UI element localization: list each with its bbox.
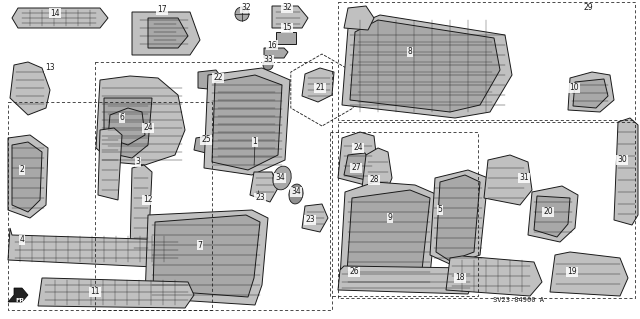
Polygon shape [573, 79, 608, 108]
Text: 31: 31 [519, 174, 529, 182]
Text: 32: 32 [282, 4, 292, 12]
Text: 28: 28 [369, 175, 379, 184]
Polygon shape [347, 190, 430, 284]
Text: 22: 22 [213, 73, 223, 83]
Ellipse shape [273, 166, 291, 190]
Polygon shape [12, 8, 108, 28]
Polygon shape [342, 15, 512, 118]
Text: 24: 24 [143, 123, 153, 132]
Text: 8: 8 [408, 48, 412, 56]
Polygon shape [148, 18, 188, 48]
Polygon shape [430, 170, 488, 265]
Text: 21: 21 [316, 84, 324, 93]
Polygon shape [534, 196, 570, 237]
Polygon shape [132, 12, 200, 55]
Text: 14: 14 [50, 9, 60, 18]
Text: 20: 20 [543, 207, 553, 217]
Text: 25: 25 [201, 136, 211, 145]
Text: 34: 34 [275, 174, 285, 182]
Polygon shape [264, 48, 288, 58]
Text: 10: 10 [569, 84, 579, 93]
Text: 23: 23 [305, 216, 315, 225]
Text: 13: 13 [45, 63, 55, 72]
Polygon shape [344, 153, 372, 180]
Polygon shape [212, 75, 282, 170]
Text: 26: 26 [349, 268, 359, 277]
Text: 24: 24 [353, 144, 363, 152]
Text: 18: 18 [455, 273, 465, 283]
Text: 11: 11 [90, 287, 100, 296]
Polygon shape [8, 228, 182, 268]
Polygon shape [338, 132, 378, 185]
Polygon shape [10, 62, 50, 115]
Text: 4: 4 [20, 235, 24, 244]
Polygon shape [153, 215, 260, 297]
Polygon shape [614, 118, 638, 225]
Polygon shape [362, 148, 392, 195]
Text: 19: 19 [567, 268, 577, 277]
Polygon shape [108, 108, 145, 145]
Polygon shape [8, 135, 48, 218]
Text: 2: 2 [20, 166, 24, 174]
Polygon shape [291, 54, 353, 126]
Text: 16: 16 [267, 41, 277, 49]
Polygon shape [340, 182, 438, 290]
Text: 6: 6 [120, 114, 124, 122]
Polygon shape [250, 172, 278, 202]
Polygon shape [8, 288, 28, 302]
Text: 15: 15 [282, 24, 292, 33]
Polygon shape [528, 186, 578, 242]
Polygon shape [12, 142, 42, 212]
Text: 17: 17 [157, 5, 167, 14]
Text: 9: 9 [388, 213, 392, 222]
Polygon shape [204, 68, 290, 175]
Polygon shape [272, 6, 308, 28]
Polygon shape [98, 128, 122, 200]
Text: 23: 23 [255, 194, 265, 203]
Polygon shape [568, 72, 614, 112]
Text: SV23-84900 A: SV23-84900 A [493, 297, 544, 303]
Text: 32: 32 [241, 4, 251, 12]
Polygon shape [446, 256, 542, 296]
Text: 27: 27 [351, 164, 361, 173]
Polygon shape [104, 98, 152, 158]
Polygon shape [350, 20, 500, 112]
Polygon shape [198, 70, 222, 90]
Polygon shape [302, 204, 328, 232]
Text: FR.: FR. [15, 299, 27, 303]
Polygon shape [145, 210, 268, 305]
Text: 30: 30 [617, 155, 627, 165]
Text: 29: 29 [583, 4, 593, 12]
Polygon shape [436, 175, 480, 261]
Polygon shape [302, 68, 334, 102]
Polygon shape [276, 32, 296, 44]
Polygon shape [344, 6, 374, 30]
Text: 7: 7 [198, 241, 202, 249]
Polygon shape [38, 278, 194, 308]
Circle shape [263, 60, 273, 70]
Text: 12: 12 [143, 196, 153, 204]
Text: 3: 3 [136, 158, 140, 167]
Ellipse shape [289, 184, 303, 204]
Polygon shape [96, 76, 185, 165]
Text: 5: 5 [438, 205, 442, 214]
Polygon shape [550, 252, 628, 296]
Text: 1: 1 [253, 137, 257, 146]
Text: 33: 33 [263, 56, 273, 64]
Polygon shape [130, 165, 152, 256]
Polygon shape [194, 136, 214, 154]
Circle shape [235, 7, 249, 21]
Text: 34: 34 [291, 188, 301, 197]
Polygon shape [484, 155, 532, 205]
Polygon shape [338, 266, 474, 294]
